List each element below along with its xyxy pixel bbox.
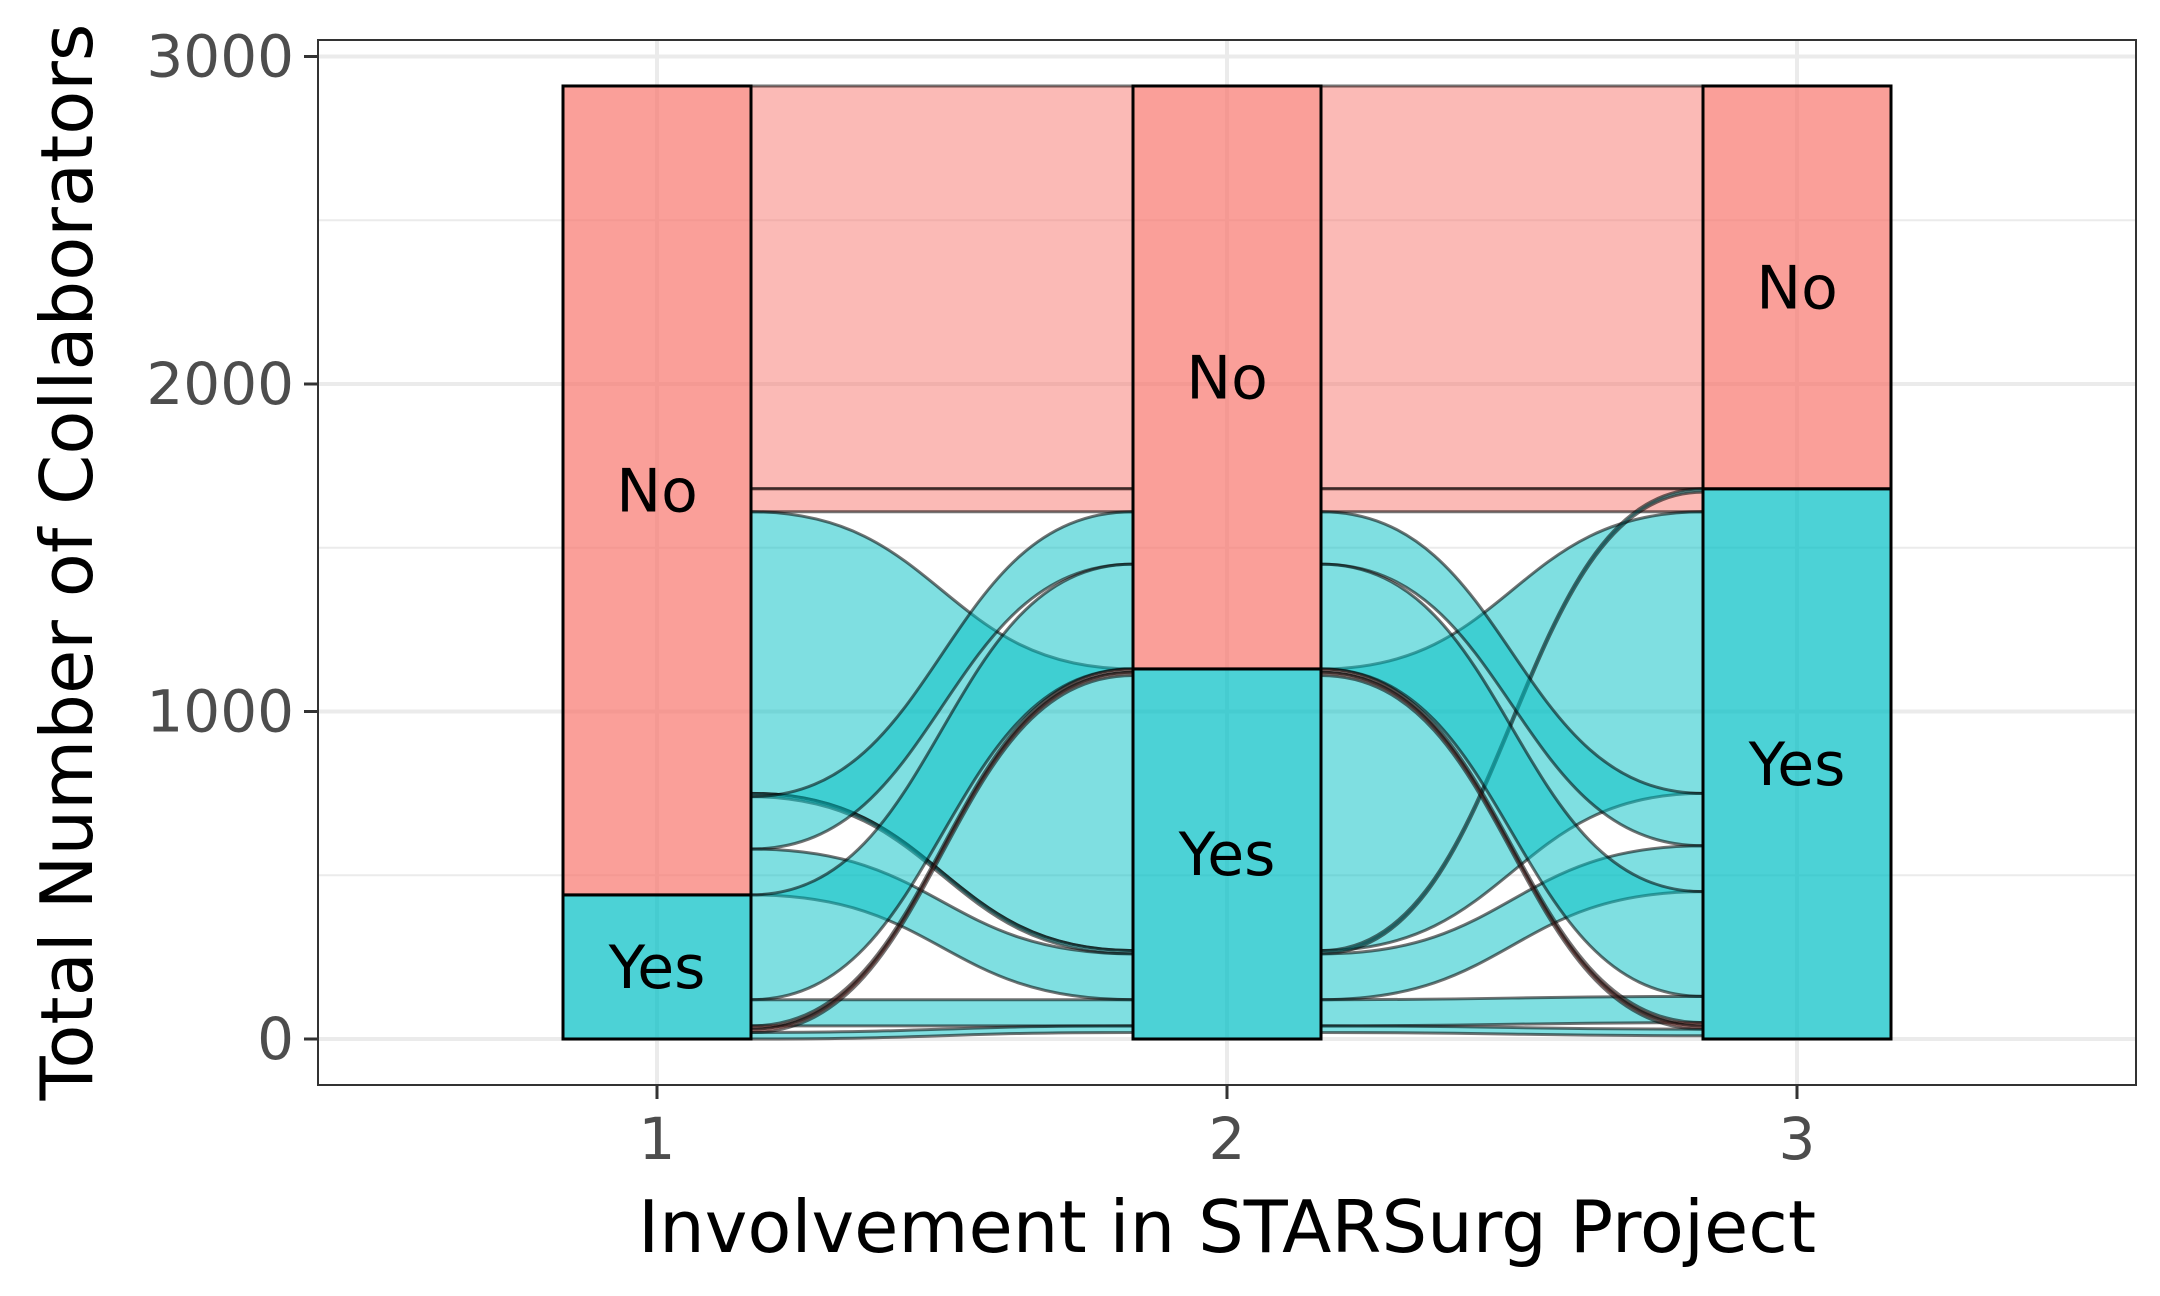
y-tick-label: 1000 bbox=[146, 678, 294, 746]
stratum-no bbox=[561, 84, 753, 897]
flow-band bbox=[749, 487, 1135, 514]
flow-band bbox=[749, 84, 1135, 491]
y-tick-label: 3000 bbox=[146, 23, 294, 91]
stratum-label: Yes bbox=[1748, 730, 1846, 800]
stratum-no bbox=[1701, 84, 1893, 491]
stratum-label: No bbox=[1186, 343, 1268, 413]
x-tick-label: 2 bbox=[1209, 1105, 1246, 1173]
x-tick-label: 3 bbox=[1779, 1105, 1816, 1173]
stratum-label: Yes bbox=[608, 933, 706, 1003]
stratum-label: Yes bbox=[1178, 820, 1276, 890]
stratum-no bbox=[1131, 84, 1323, 671]
y-tick-label: 0 bbox=[257, 1005, 294, 1073]
stratum-yes bbox=[1701, 487, 1893, 1041]
x-axis-title: Involvement in STARSurg Project bbox=[638, 1185, 1816, 1269]
stratum-label: No bbox=[616, 456, 698, 526]
strata: Yes No Yes No Yes No bbox=[561, 84, 1893, 1041]
flows bbox=[749, 84, 1705, 1041]
axis-ticks: 0 1000 2000 3000 1 2 3 bbox=[146, 23, 1815, 1174]
x-tick-label: 1 bbox=[639, 1105, 676, 1173]
stratum-yes bbox=[561, 893, 753, 1041]
y-axis-title: Total Number of Collaborators bbox=[25, 24, 109, 1102]
flow-band bbox=[1319, 84, 1705, 491]
stratum-yes bbox=[1131, 667, 1323, 1041]
stratum-label: No bbox=[1756, 253, 1838, 323]
y-tick-label: 2000 bbox=[146, 350, 294, 418]
